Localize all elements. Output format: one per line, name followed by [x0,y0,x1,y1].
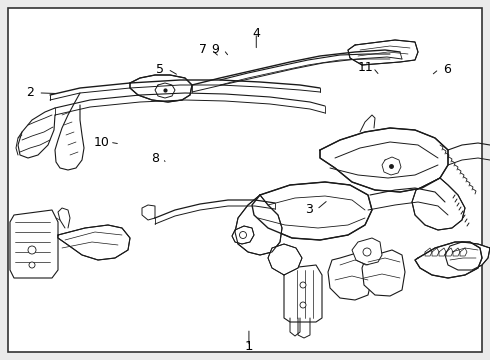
Polygon shape [348,40,418,65]
Polygon shape [232,226,254,244]
Text: 7: 7 [199,43,207,56]
Polygon shape [284,265,322,322]
Polygon shape [320,128,448,192]
Polygon shape [412,178,465,230]
Circle shape [300,302,306,308]
Polygon shape [10,210,58,278]
Polygon shape [268,244,302,275]
Text: 6: 6 [443,63,451,76]
Polygon shape [362,250,405,296]
Polygon shape [58,225,130,260]
Circle shape [28,246,36,254]
Text: 1: 1 [245,340,253,353]
Polygon shape [445,242,490,270]
Circle shape [29,262,35,268]
Polygon shape [252,182,372,240]
Circle shape [300,282,306,288]
Polygon shape [328,252,372,300]
Text: 10: 10 [94,136,110,149]
Text: 4: 4 [252,27,260,40]
Text: 8: 8 [151,152,159,165]
Text: 9: 9 [212,43,220,56]
Polygon shape [130,75,192,102]
Polygon shape [352,238,382,265]
Text: 3: 3 [305,203,313,216]
Circle shape [240,231,246,239]
Text: 11: 11 [357,61,373,74]
Polygon shape [235,195,282,255]
Circle shape [363,248,371,256]
Polygon shape [415,242,482,278]
Text: 5: 5 [156,63,164,76]
Text: 2: 2 [26,86,34,99]
